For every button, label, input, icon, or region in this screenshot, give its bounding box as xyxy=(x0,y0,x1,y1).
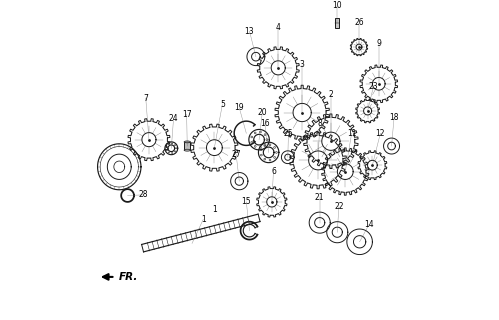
Text: 8: 8 xyxy=(317,119,322,128)
Text: 3: 3 xyxy=(300,60,304,69)
Text: 22: 22 xyxy=(334,202,344,211)
Circle shape xyxy=(254,132,256,134)
Text: 1: 1 xyxy=(201,215,206,224)
Text: 18: 18 xyxy=(389,113,399,122)
Circle shape xyxy=(260,149,262,151)
Circle shape xyxy=(275,151,277,153)
Text: 6: 6 xyxy=(271,167,276,176)
Circle shape xyxy=(166,146,167,147)
Text: 12: 12 xyxy=(376,129,385,138)
Text: 21: 21 xyxy=(315,193,324,202)
Text: 17: 17 xyxy=(182,110,192,119)
Circle shape xyxy=(259,146,261,148)
Circle shape xyxy=(269,144,271,146)
Circle shape xyxy=(273,147,275,148)
Circle shape xyxy=(172,143,173,144)
Circle shape xyxy=(264,145,265,147)
Text: 11: 11 xyxy=(347,129,356,138)
Circle shape xyxy=(168,152,170,153)
Text: 27: 27 xyxy=(231,149,241,158)
Text: 4: 4 xyxy=(276,23,280,32)
Circle shape xyxy=(269,159,271,161)
Circle shape xyxy=(166,149,167,150)
Text: 10: 10 xyxy=(332,1,342,10)
Bar xyxy=(335,18,339,28)
Text: 20: 20 xyxy=(257,108,267,117)
Text: 25: 25 xyxy=(283,129,293,138)
Circle shape xyxy=(259,131,261,133)
Text: 26: 26 xyxy=(354,18,364,27)
Circle shape xyxy=(175,151,176,152)
Circle shape xyxy=(264,134,266,136)
Circle shape xyxy=(172,152,173,154)
Text: 16: 16 xyxy=(260,119,269,128)
Text: 2: 2 xyxy=(328,91,333,100)
Ellipse shape xyxy=(184,149,191,151)
Circle shape xyxy=(251,136,252,138)
Circle shape xyxy=(260,154,262,156)
Text: 1: 1 xyxy=(212,205,217,214)
Circle shape xyxy=(273,156,275,158)
Text: FR.: FR. xyxy=(119,272,138,282)
Text: 5: 5 xyxy=(220,100,225,109)
Text: 13: 13 xyxy=(245,27,254,36)
Ellipse shape xyxy=(184,141,191,143)
Text: 15: 15 xyxy=(242,197,251,206)
Circle shape xyxy=(264,158,265,160)
Circle shape xyxy=(175,145,176,146)
Text: 28: 28 xyxy=(139,190,148,199)
Circle shape xyxy=(176,148,177,149)
Text: 19: 19 xyxy=(235,103,244,112)
Text: 7: 7 xyxy=(143,94,148,103)
Text: 23: 23 xyxy=(369,83,378,92)
Circle shape xyxy=(266,139,268,140)
Circle shape xyxy=(168,143,170,145)
Text: 24: 24 xyxy=(169,115,178,124)
Circle shape xyxy=(254,146,256,147)
Text: 14: 14 xyxy=(364,220,374,229)
Circle shape xyxy=(251,141,252,143)
Circle shape xyxy=(264,144,266,146)
Text: 9: 9 xyxy=(376,39,381,48)
Bar xyxy=(184,142,191,150)
